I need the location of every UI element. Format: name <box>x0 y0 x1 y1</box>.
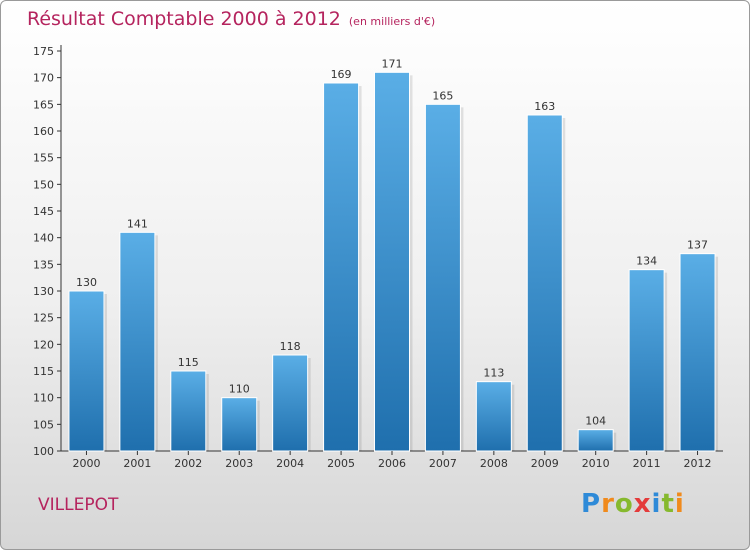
bar <box>68 290 105 452</box>
chart-subtitle: (en milliers d'€) <box>348 15 436 28</box>
bar <box>272 354 309 452</box>
x-tick-label: 2000 <box>72 457 100 470</box>
bar <box>374 71 410 452</box>
y-tick-label: 140 <box>33 232 54 245</box>
x-tick-label: 2006 <box>378 457 406 470</box>
title-text: Résultat Comptable 2000 à 2012 <box>27 8 341 30</box>
y-tick-label: 160 <box>33 125 54 138</box>
x-tick-label: 2009 <box>531 457 559 470</box>
bar <box>424 103 461 452</box>
bar-value-label: 137 <box>687 239 708 252</box>
x-tick-label: 2010 <box>582 457 610 470</box>
logo-letter: i <box>651 489 662 519</box>
proxiti-logo: Proxiti <box>581 489 685 519</box>
x-tick-label: 2005 <box>327 457 355 470</box>
logo-letter: t <box>661 489 675 519</box>
bar-value-label: 130 <box>76 276 97 289</box>
x-tick-label: 2002 <box>174 457 202 470</box>
x-tick-label: 2008 <box>480 457 508 470</box>
logo-letter: r <box>601 489 615 519</box>
y-tick-label: 125 <box>33 312 54 325</box>
y-tick-label: 130 <box>33 285 54 298</box>
y-tick-label: 110 <box>33 392 54 405</box>
x-tick-label: 2001 <box>123 457 151 470</box>
bar <box>323 82 360 452</box>
x-tick-label: 2007 <box>429 457 457 470</box>
x-tick-label: 2003 <box>225 457 253 470</box>
bar-value-label: 113 <box>483 367 504 380</box>
commune-name: VILLEPOT <box>38 495 119 515</box>
logo-letter: i <box>674 489 685 519</box>
logo-letter: P <box>581 489 602 519</box>
bar-value-label: 141 <box>127 217 148 230</box>
x-tick-label: 2004 <box>276 457 304 470</box>
bar <box>170 370 207 452</box>
y-tick-label: 115 <box>33 365 54 378</box>
y-tick-label: 120 <box>33 338 54 351</box>
y-tick-label: 145 <box>33 205 54 218</box>
bar <box>628 269 665 452</box>
y-tick-label: 135 <box>33 258 54 271</box>
y-tick-label: 105 <box>33 418 54 431</box>
bar-value-label: 110 <box>229 383 250 396</box>
y-tick-label: 100 <box>33 445 54 458</box>
bar-value-label: 134 <box>636 255 657 268</box>
x-tick-label: 2011 <box>633 457 661 470</box>
bar-value-label: 171 <box>382 57 403 70</box>
y-tick-label: 165 <box>33 98 54 111</box>
y-tick-label: 175 <box>33 45 54 58</box>
y-tick-label: 155 <box>33 152 54 165</box>
logo-letter: o <box>614 489 634 519</box>
bar-value-label: 104 <box>585 415 606 428</box>
bar-value-label: 169 <box>331 68 352 81</box>
bar-value-label: 115 <box>178 356 199 369</box>
bar <box>526 114 563 452</box>
bar-value-label: 118 <box>280 340 301 353</box>
logo-letter: x <box>633 489 652 519</box>
y-tick-label: 150 <box>33 178 54 191</box>
bar <box>577 429 614 452</box>
bar-value-label: 163 <box>534 100 555 113</box>
chart-title: Résultat Comptable 2000 à 2012 (en millie… <box>27 8 435 30</box>
x-tick-label: 2012 <box>684 457 712 470</box>
bar <box>221 397 258 452</box>
bar <box>119 231 156 452</box>
y-tick-label: 170 <box>33 72 54 85</box>
bar-value-label: 165 <box>432 89 453 102</box>
bar <box>679 253 716 452</box>
bar <box>475 381 512 452</box>
